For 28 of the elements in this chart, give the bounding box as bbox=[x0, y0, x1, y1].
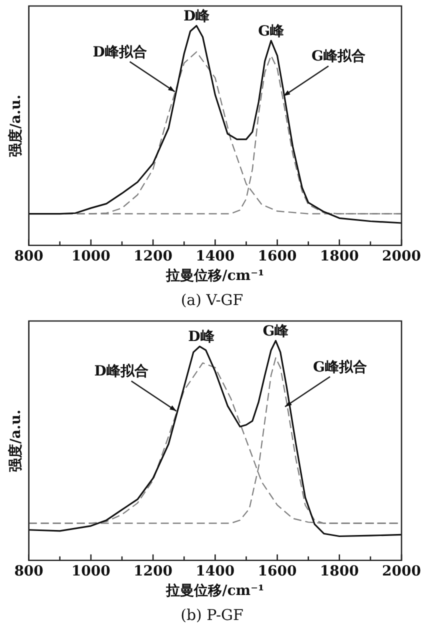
x-axis-title: 拉曼位移/cm⁻¹ bbox=[165, 268, 264, 284]
annotation: G峰 bbox=[258, 23, 286, 40]
y-axis-title: 强度/a.u. bbox=[7, 94, 24, 157]
annotation: G峰拟合 bbox=[313, 358, 368, 376]
x-tick-label: 1000 bbox=[71, 563, 111, 580]
x-tick-label: 800 bbox=[14, 563, 44, 580]
annotation: D峰 bbox=[188, 329, 216, 346]
annotation: G峰 bbox=[262, 323, 290, 340]
x-tick-label: 2000 bbox=[382, 563, 422, 580]
y-axis-title: 强度/a.u. bbox=[7, 410, 24, 472]
annotation: G峰拟合 bbox=[312, 48, 366, 65]
x-tick-label: 1600 bbox=[258, 248, 298, 264]
x-tick-label: 1800 bbox=[320, 563, 360, 580]
text: (b) P-GF bbox=[180, 605, 244, 626]
annotation: D峰 bbox=[183, 8, 211, 24]
x-tick-label: 1400 bbox=[196, 563, 235, 580]
annotation: D峰拟合 bbox=[92, 43, 147, 60]
x-tick-label: 800 bbox=[14, 248, 44, 264]
annotation: D峰拟合 bbox=[94, 362, 148, 380]
text: (a) V-GF bbox=[180, 290, 244, 311]
x-tick-label: 1600 bbox=[258, 563, 298, 580]
x-axis-title: 拉曼位移/cm⁻¹ bbox=[165, 583, 264, 600]
x-tick-label: 1200 bbox=[134, 248, 173, 264]
x-tick-label: 2000 bbox=[382, 248, 422, 264]
x-tick-label: 1800 bbox=[320, 248, 360, 264]
x-tick-label: 1000 bbox=[71, 248, 111, 264]
x-tick-label: 1400 bbox=[196, 248, 235, 264]
x-tick-label: 1200 bbox=[134, 563, 173, 580]
